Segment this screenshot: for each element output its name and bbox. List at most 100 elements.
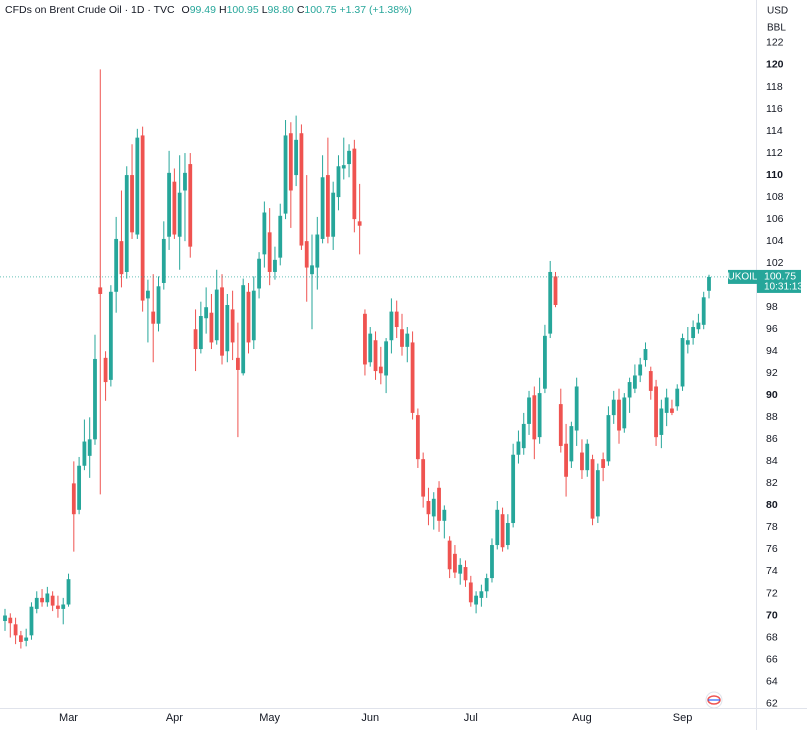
y-tick-label: 62: [766, 697, 778, 709]
candle-body: [447, 540, 452, 570]
candle-body: [310, 265, 314, 275]
y-tick-label: 122: [766, 37, 784, 49]
candle-body: [368, 333, 373, 363]
candle-body: [87, 439, 92, 456]
candle-body: [574, 386, 579, 431]
candle-body: [45, 593, 50, 603]
candle-body: [315, 234, 320, 268]
candle-body: [130, 175, 134, 233]
candle-body: [585, 443, 590, 471]
y-tick-label: 120: [766, 59, 784, 71]
scale-widget[interactable]: [705, 691, 723, 709]
candle-body: [691, 327, 696, 339]
currency[interactable]: USD: [767, 6, 788, 17]
legend-value: 100.95: [227, 4, 259, 16]
candle-body: [468, 582, 473, 603]
candle-body: [188, 164, 193, 247]
candle-body: [558, 404, 563, 446]
legend-key: C: [297, 4, 305, 16]
candle-body: [108, 291, 113, 380]
candle-body: [405, 333, 410, 347]
candle-body: [421, 459, 426, 497]
candle-body: [638, 364, 643, 376]
y-tick-label: 84: [766, 455, 778, 467]
candle-body: [267, 232, 272, 272]
y-tick-label: 90: [766, 389, 778, 401]
candle-body: [627, 382, 632, 398]
candle-body: [453, 553, 457, 573]
candle-body: [341, 165, 346, 169]
candle-body: [654, 386, 658, 438]
y-tick-label: 82: [766, 477, 778, 489]
candle-body: [325, 175, 330, 237]
candle-body: [13, 624, 18, 636]
candle-body: [463, 567, 468, 581]
candle-body: [262, 212, 267, 255]
candle-body: [484, 578, 489, 592]
candle-body: [172, 181, 177, 235]
y-tick-label: 68: [766, 631, 778, 643]
legend-value: 98.80: [268, 4, 294, 16]
x-tick-label: Aug: [572, 712, 592, 724]
x-tick-label: May: [259, 712, 280, 724]
y-tick-label: 72: [766, 587, 778, 599]
candle-body: [135, 137, 140, 235]
candle-body: [71, 483, 76, 515]
candle-body: [204, 307, 209, 319]
candle-body: [124, 175, 129, 272]
y-tick-label: 96: [766, 323, 778, 335]
y-tick-label: 88: [766, 411, 778, 423]
legend-value: 99.49: [190, 4, 216, 16]
candle-body: [532, 395, 537, 440]
candle-body: [161, 238, 166, 283]
price-tag: [757, 269, 801, 293]
candle-body: [511, 454, 516, 524]
candle-body: [458, 564, 463, 574]
y-tick-label: 110: [766, 169, 783, 181]
y-tick-label: 94: [766, 345, 778, 357]
candle-body: [225, 305, 230, 352]
candle-body: [617, 399, 621, 431]
y-tick-label: 118: [766, 81, 783, 93]
candle-body: [431, 498, 436, 517]
candle-body: [251, 290, 256, 341]
candle-body: [347, 150, 351, 165]
candle-body: [283, 135, 288, 214]
candle-body: [177, 192, 182, 237]
unit[interactable]: BBL: [767, 23, 786, 34]
symbol-tag-label: UKOIL: [727, 272, 757, 283]
candle-body: [214, 289, 219, 341]
candle-body: [410, 342, 415, 413]
candle-body: [336, 166, 341, 198]
candle-body: [548, 271, 553, 334]
legend-value: 100.75: [304, 4, 336, 16]
candle-body: [183, 172, 187, 191]
candle-body: [119, 241, 124, 275]
y-tick-label: 98: [766, 301, 778, 313]
price-tag-value: 100.75: [764, 271, 796, 283]
candle-body: [490, 545, 494, 579]
candle-body: [500, 514, 505, 548]
y-tick-label: 70: [766, 609, 778, 621]
candles: [3, 69, 711, 649]
y-tick-label: 80: [766, 499, 778, 511]
candle-body: [701, 297, 706, 325]
candle-body: [8, 617, 13, 624]
candle-body: [236, 357, 240, 370]
candle-body: [363, 313, 367, 365]
y-tick-label: 112: [766, 147, 783, 159]
currency-box[interactable]: [761, 3, 787, 18]
candle-body: [304, 241, 309, 268]
candle-body: [278, 215, 283, 258]
candle-body: [675, 388, 680, 407]
candle-body: [564, 443, 568, 477]
y-tick-label: 104: [766, 235, 784, 247]
candle-body: [151, 311, 156, 324]
candle-body: [632, 375, 637, 389]
candle-body: [220, 287, 224, 356]
candle-body: [601, 459, 606, 468]
candle-body: [537, 393, 542, 438]
candle-body: [320, 177, 325, 239]
